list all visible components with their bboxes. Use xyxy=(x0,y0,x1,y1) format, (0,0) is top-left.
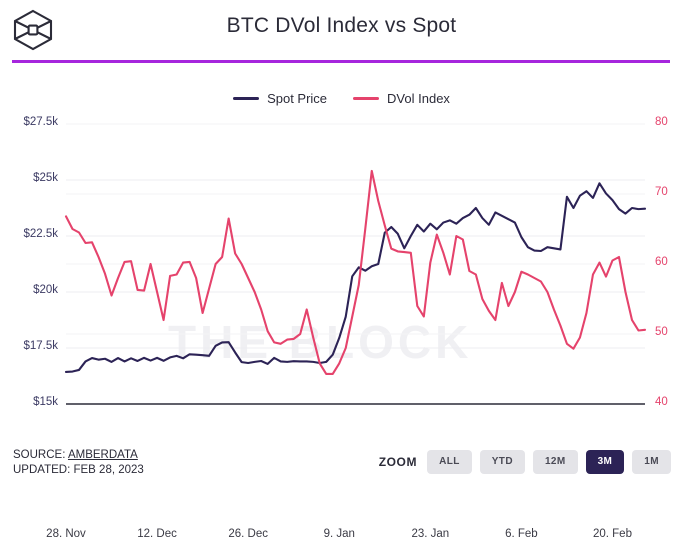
y-axis-right-tick: 50 xyxy=(655,326,668,338)
source-line: SOURCE: AMBERDATA xyxy=(13,448,144,463)
chart-svg xyxy=(64,123,647,405)
x-axis-tick: 12. Dec xyxy=(137,528,177,540)
gridlines-left xyxy=(66,123,645,349)
y-axis-right-tick: 80 xyxy=(655,116,668,128)
zoom-button-ytd[interactable]: YTD xyxy=(479,450,525,474)
y-axis-left-tick: $22.5k xyxy=(23,228,58,240)
y-axis-left-tick: $25k xyxy=(33,172,58,184)
y-axis-left-tick: $20k xyxy=(33,284,58,296)
zoom-button-3m[interactable]: 3M xyxy=(585,450,625,474)
legend-item-dvol-index[interactable]: DVol Index xyxy=(353,91,450,106)
y-axis-right-tick: 40 xyxy=(655,396,668,408)
legend-item-spot-price[interactable]: Spot Price xyxy=(233,91,327,106)
zoom-button-1m[interactable]: 1M xyxy=(632,450,671,474)
zoom-label: ZOOM xyxy=(378,455,418,469)
y-axis-right-tick: 70 xyxy=(655,186,668,198)
legend-swatch-dvol-index xyxy=(353,96,380,100)
x-axis-tick: 26. Dec xyxy=(228,528,268,540)
legend-label-dvol-index: DVol Index xyxy=(387,90,450,106)
x-axis-tick: 20. Feb xyxy=(592,528,632,540)
series-line-spot-price xyxy=(64,182,647,374)
x-axis-tick: 28. Nov xyxy=(46,528,86,540)
y-axis-left-tick: $27.5k xyxy=(23,116,58,128)
x-axis-tick: 23. Jan xyxy=(411,528,450,540)
accent-divider xyxy=(12,60,670,63)
gridlines-right xyxy=(66,123,645,335)
plot-area: THE BLOCK $15k $17.5k $20k $22.5k $25k $27.5k… xyxy=(0,110,683,540)
the-block-cube-logo-icon xyxy=(11,8,55,52)
zoom-button-all[interactable]: ALL xyxy=(427,450,472,474)
y-axis-left-tick: $17.5k xyxy=(23,340,58,352)
source-info: SOURCE: AMBERDATA UPDATED: FEB 28, 2023 xyxy=(13,448,144,478)
zoom-button-12m[interactable]: 12M xyxy=(532,450,578,474)
updated-line: UPDATED: FEB 28, 2023 xyxy=(13,464,144,476)
legend-swatch-spot-price xyxy=(233,96,260,100)
source-link-amberdata[interactable]: AMBERDATA xyxy=(67,449,138,461)
zoom-range-controls: ZOOM ALL YTD 12M 3M 1M xyxy=(379,450,671,474)
series-line-dvol-index xyxy=(64,169,647,375)
source-prefix: SOURCE: xyxy=(13,449,68,461)
chart-footer: SOURCE: AMBERDATA UPDATED: FEB 28, 2023 … xyxy=(0,440,683,486)
chart-header: BTC DVol Index vs Spot xyxy=(0,0,683,63)
x-axis-tick: 9. Jan xyxy=(323,528,355,540)
y-axis-right-tick: 60 xyxy=(655,256,668,268)
x-axis-tick: 6. Feb xyxy=(505,528,538,540)
chart-legend: Spot Price DVol Index xyxy=(0,88,683,108)
y-axis-left-tick: $15k xyxy=(33,396,58,408)
page-title: BTC DVol Index vs Spot xyxy=(226,14,457,37)
legend-label-spot-price: Spot Price xyxy=(267,90,328,106)
